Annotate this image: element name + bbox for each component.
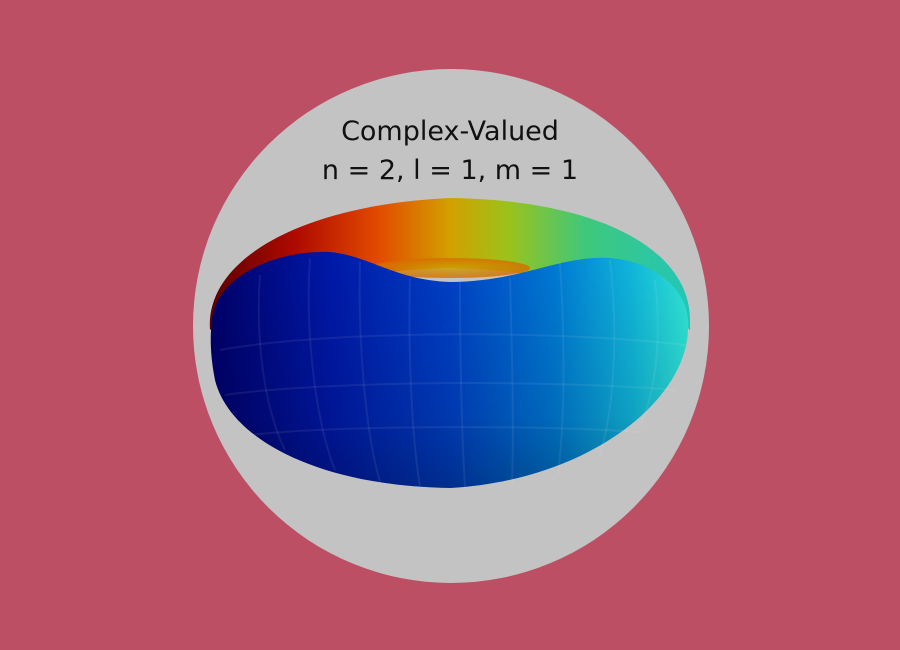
torus-shading — [210, 251, 689, 488]
torus-mesh — [219, 257, 687, 489]
torus-hole — [370, 258, 530, 278]
plot-title-line-2: n = 2, l = 1, m = 1 — [321, 155, 579, 186]
plot-title-line-1: Complex-Valued — [341, 116, 559, 147]
